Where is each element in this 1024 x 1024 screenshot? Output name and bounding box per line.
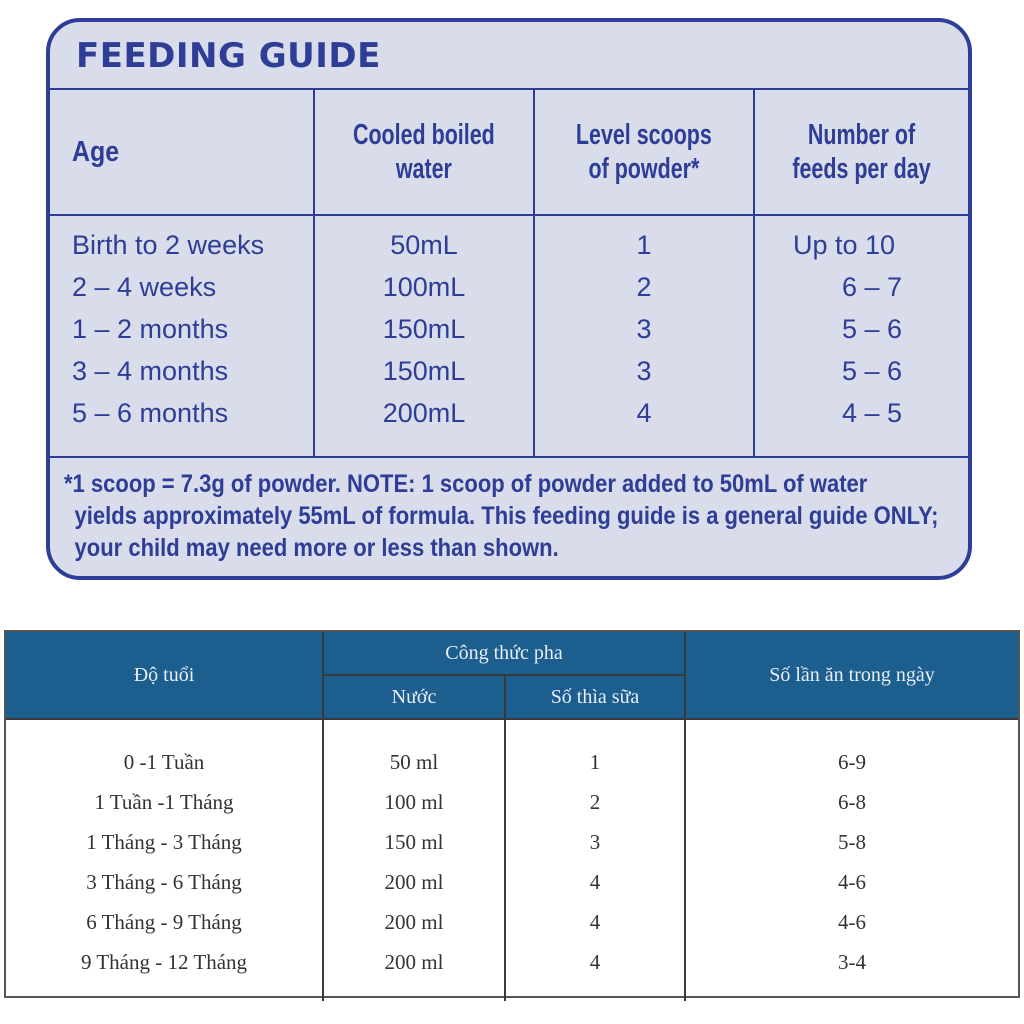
vn-water-cell: 50 ml — [389, 750, 439, 774]
vn-water-column: 50 ml 100 ml 150 ml 200 ml 200 ml 200 ml — [322, 719, 506, 1001]
vn-feeds-cell: 3-4 — [838, 950, 866, 974]
feeding-guide-title: FEEDING GUIDE — [76, 36, 381, 76]
header-age: Age — [50, 88, 315, 216]
vn-age-cell: 9 Tháng - 12 Tháng — [80, 950, 248, 974]
vn-water-cell: 100 ml — [384, 790, 444, 814]
vn-water-cell: 200 ml — [384, 950, 444, 974]
age-cell: 5 – 6 months — [72, 398, 229, 428]
age-cell: Birth to 2 weeks — [72, 230, 265, 260]
header-scoops: Level scoops of powder* — [533, 88, 755, 216]
age-cell: 3 – 4 months — [72, 356, 229, 386]
vn-age-cell: 3 Tháng - 6 Tháng — [86, 870, 242, 894]
water-column: 50mL 100mL 150mL 150mL 200mL — [313, 214, 535, 458]
water-cell: 150mL — [382, 314, 466, 344]
age-column: Birth to 2 weeks 2 – 4 weeks 1 – 2 month… — [50, 214, 315, 458]
vn-scoops-cell: 4 — [589, 910, 601, 934]
vn-header-scoops: Số thìa sữa — [504, 674, 685, 720]
vn-age-cell: 0 -1 Tuần — [123, 750, 205, 774]
note-line: yields approximately 55mL of formula. Th… — [74, 502, 939, 530]
vn-scoops-cell: 4 — [589, 950, 601, 974]
scoops-cell: 3 — [636, 314, 652, 344]
vn-scoops-cell: 4 — [589, 870, 601, 894]
vn-header-row: Độ tuổi Công thức pha Số lần ăn trong ng… — [6, 632, 1018, 720]
scoops-column: 1 2 3 3 4 — [533, 214, 755, 458]
feeding-guide-header-row: Age Cooled boiled water Level scoops of po… — [50, 88, 968, 216]
feeds-column: Up to 10 6 – 7 5 – 6 5 – 6 4 – 5 — [753, 214, 968, 458]
scoops-cell: 4 — [636, 398, 652, 428]
feeding-guide-card: FEEDING GUIDE Age Cooled boiled water Lev… — [46, 18, 972, 580]
vn-body-row: 0 -1 Tuần 1 Tuần -1 Tháng 1 Tháng - 3 Th… — [6, 719, 1018, 1001]
vn-header-water: Nước — [323, 674, 506, 720]
vn-water-cell: 200 ml — [384, 870, 444, 894]
vn-subheader-row: Nước Số thìa sữa — [6, 674, 1018, 720]
age-cell: 1 – 2 months — [72, 314, 229, 344]
scoops-cell: 2 — [636, 272, 652, 302]
header-water: Cooled boiled water — [313, 88, 535, 216]
vn-age-cell: 1 Tuần -1 Tháng — [94, 790, 234, 814]
vn-scoops-cell: 2 — [589, 790, 601, 814]
vn-water-cell: 150 ml — [384, 830, 444, 854]
header-feeds: Number of feeds per day — [753, 88, 968, 216]
vn-water-cell: 200 ml — [384, 910, 444, 934]
vn-header-formula-group: Công thức pha — [322, 632, 686, 676]
vietnamese-feeding-table-card: Độ tuổi Công thức pha Số lần ăn trong ng… — [4, 630, 1020, 1001]
vn-age-cell: 6 Tháng - 9 Tháng — [86, 910, 242, 934]
vietnamese-feeding-table: Độ tuổi Công thức pha Số lần ăn trong ng… — [6, 632, 1018, 1001]
vn-feeds-cell: 6-9 — [838, 750, 866, 774]
vn-header-feeds: Số lần ăn trong ngày — [684, 632, 1018, 720]
vn-scoops-column: 1 2 3 4 4 4 — [504, 719, 686, 1001]
feeds-cell: 5 – 6 — [841, 314, 902, 344]
vn-scoops-cell: 3 — [589, 830, 601, 854]
feeds-cell: 5 – 6 — [841, 356, 902, 386]
water-cell: 50mL — [390, 230, 458, 260]
vn-scoops-cell: 1 — [589, 750, 601, 774]
age-cell: 2 – 4 weeks — [72, 272, 217, 302]
vn-feeds-cell: 5-8 — [838, 830, 866, 854]
vn-feeds-cell: 4-6 — [838, 870, 866, 894]
feeds-cell: 6 – 7 — [841, 272, 902, 302]
water-cell: 150mL — [382, 356, 466, 386]
feeds-cell: 4 – 5 — [841, 398, 902, 428]
note-line: *1 scoop = 7.3g of powder. NOTE: 1 scoop… — [64, 470, 868, 498]
vn-age-cell: 1 Tháng - 3 Tháng — [86, 830, 242, 854]
vn-feeds-cell: 6-8 — [838, 790, 866, 814]
water-cell: 200mL — [382, 398, 466, 428]
water-cell: 100mL — [382, 272, 466, 302]
vn-header-age: Độ tuổi — [6, 632, 324, 720]
feeding-guide-note: *1 scoop = 7.3g of powder. NOTE: 1 scoop… — [64, 468, 962, 564]
feeding-guide-body-row: Birth to 2 weeks 2 – 4 weeks 1 – 2 month… — [50, 214, 968, 458]
feeds-cell: Up to 10 — [793, 230, 896, 260]
scoops-cell: 3 — [636, 356, 652, 386]
feeding-guide-table: Age Cooled boiled water Level scoops of po… — [50, 88, 968, 458]
vn-feeds-cell: 4-6 — [838, 910, 866, 934]
vn-feeds-column: 6-9 6-8 5-8 4-6 4-6 3-4 — [684, 719, 1018, 1001]
note-line: your child may need more or less than sh… — [74, 534, 559, 562]
vn-age-column: 0 -1 Tuần 1 Tuần -1 Tháng 1 Tháng - 3 Th… — [6, 719, 324, 1001]
scoops-cell: 1 — [636, 230, 652, 260]
